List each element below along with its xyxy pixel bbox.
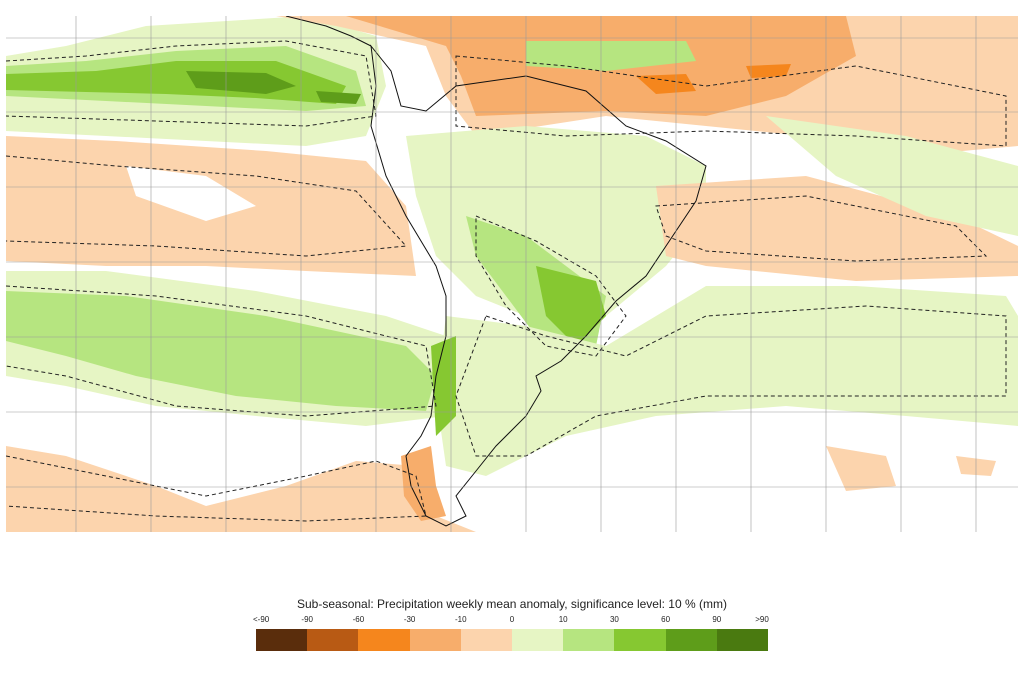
legend-tick-label: -30: [403, 615, 416, 624]
coastlines: [285, 16, 707, 527]
significance-contour: [655, 195, 988, 262]
significance-contour: [6, 285, 437, 417]
legend-swatch: [409, 629, 461, 651]
wet-region-south-atlantic: [436, 286, 1018, 476]
legend-title: Sub-seasonal: Precipitation weekly mean …: [297, 597, 727, 611]
legend-tick-label: >90: [755, 615, 769, 624]
legend-tick-label: -60: [352, 615, 365, 624]
legend-swatch: [460, 629, 513, 651]
dry-region-patagonia: [401, 446, 446, 521]
significance-contour: [6, 155, 408, 257]
legend-tick-label: 0: [509, 615, 515, 624]
dry-region-southern-ocean-east: [826, 446, 996, 491]
significance-contour: [475, 215, 627, 357]
legend-tick-label: 10: [558, 615, 568, 624]
central-america-coastline: [285, 16, 372, 47]
legend-swatch: [665, 629, 717, 651]
wet-region-north-pacific-max: [186, 71, 361, 104]
dry-region-southern-ocean-west: [6, 446, 476, 532]
graticule: [6, 16, 1018, 532]
legend-swatch: [512, 629, 564, 651]
legend-tick-label: 30: [609, 615, 619, 624]
precipitation-anomaly-map: [6, 16, 1018, 532]
legend-tick-label: 60: [661, 615, 671, 624]
legend-swatch: [307, 629, 359, 651]
anomaly-shading: [6, 16, 1018, 532]
dry-region-caribbean-strong: [636, 64, 791, 94]
white-patch-tropical: [126, 166, 256, 221]
dry-region-south-atlantic: [656, 176, 1018, 281]
legend-swatch: [716, 629, 769, 651]
significance-contour: [455, 55, 1007, 147]
wet-region-east-atlantic: [766, 116, 1018, 236]
legend-swatch: [358, 629, 410, 651]
legend-tick-label: 90: [712, 615, 722, 624]
south-america-coastline: [370, 44, 707, 527]
wet-region-amazon: [406, 126, 706, 346]
legend-swatch: [563, 629, 615, 651]
wet-strip-caribbean: [526, 41, 696, 71]
significance-contour: [455, 305, 1007, 457]
legend-swatch: [256, 629, 308, 651]
significance-contours: [6, 40, 1007, 522]
legend-tick-label: -90: [301, 615, 313, 624]
wet-region-andes-south: [431, 336, 456, 436]
legend-tick-label: -10: [455, 615, 467, 624]
color-legend: [256, 629, 769, 651]
legend-labels: <-90 -90 -60 -30 -10 0 10 30 60 90 >90: [252, 615, 769, 627]
wet-region-parana-core: [536, 266, 606, 346]
legend-swatch: [614, 629, 666, 651]
legend-tick-label: <-90: [252, 615, 270, 624]
wet-region-south-pacific-mid: [6, 291, 436, 411]
